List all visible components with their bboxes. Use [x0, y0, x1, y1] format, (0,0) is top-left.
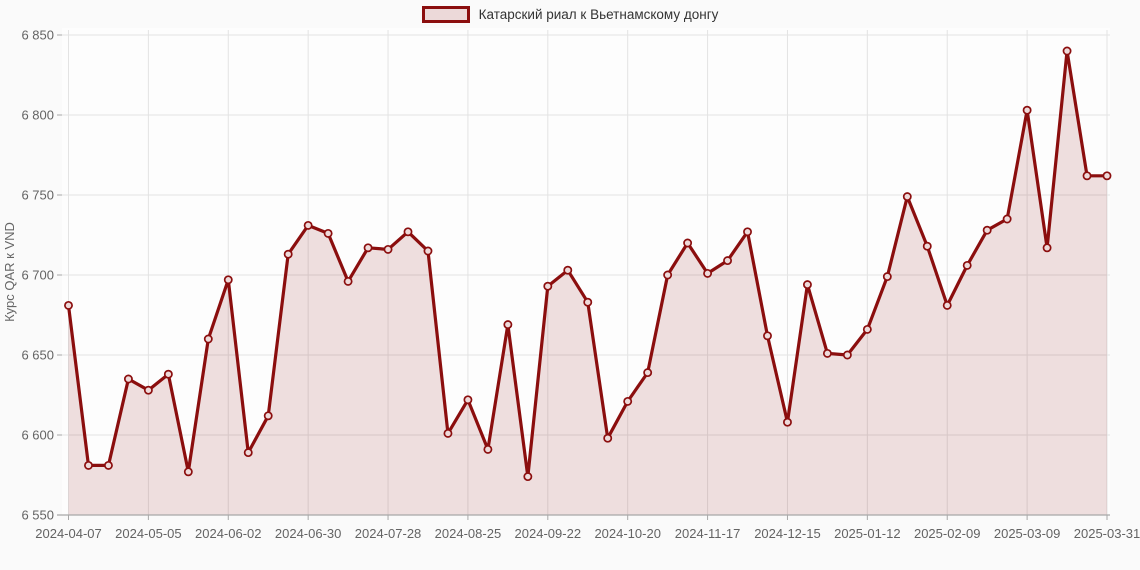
- data-point-marker: [163, 369, 173, 379]
- y-tick-label: 6 600: [21, 428, 54, 443]
- data-point-marker: [962, 260, 972, 270]
- data-point-marker: [343, 276, 353, 286]
- data-point-marker: [363, 243, 373, 253]
- data-point-marker: [323, 228, 333, 238]
- x-tick-label: 2024-09-22: [515, 526, 582, 541]
- legend-swatch: [421, 6, 470, 23]
- data-point-marker: [663, 270, 673, 280]
- axis-layer: [57, 34, 1110, 520]
- data-point-marker: [143, 385, 153, 395]
- data-point-marker: [383, 244, 393, 254]
- data-point-marker: [703, 268, 713, 278]
- data-point-marker: [203, 334, 213, 344]
- tick-labels-layer: 6 850 6 800 6 750 6 700 6 650 6 600 6 550 2024-…: [21, 28, 1140, 542]
- y-tick-label: 6 550: [21, 508, 54, 523]
- x-tick-label: 2024-04-07: [35, 526, 102, 541]
- data-point-marker: [1082, 171, 1092, 181]
- x-tick-label: 2024-06-30: [275, 526, 342, 541]
- data-point-marker: [223, 275, 233, 285]
- data-point-markers: [64, 46, 1112, 482]
- data-point-marker: [423, 246, 433, 256]
- x-tick-label: 2024-12-15: [754, 526, 821, 541]
- data-point-marker: [503, 320, 513, 330]
- x-tick-label: 2024-06-02: [195, 526, 262, 541]
- x-tick-label: 2024-05-05: [115, 526, 182, 541]
- x-tick-label: 2024-07-28: [355, 526, 422, 541]
- data-point-marker: [683, 238, 693, 248]
- x-tick-label: 2025-01-12: [834, 526, 901, 541]
- legend: Катарский риал к Вьетнамскому донгу: [0, 6, 1140, 23]
- data-point-marker: [922, 241, 932, 251]
- x-tick-label: 2024-11-17: [675, 526, 741, 541]
- data-point-marker: [64, 300, 73, 310]
- x-tick-label: 2025-02-09: [914, 526, 981, 541]
- data-point-marker: [463, 395, 473, 405]
- y-tick-label: 6 800: [21, 108, 54, 123]
- data-point-marker: [1062, 46, 1072, 56]
- data-point-marker: [902, 192, 912, 202]
- series-area-fill: [68, 51, 1107, 515]
- data-point-marker: [243, 448, 253, 458]
- data-point-marker: [583, 297, 593, 307]
- data-point-marker: [84, 460, 93, 470]
- data-point-marker: [303, 220, 313, 230]
- data-point-marker: [603, 433, 613, 443]
- data-point-marker: [942, 300, 952, 310]
- data-point-marker: [982, 225, 992, 235]
- y-tick-label: 6 850: [21, 28, 54, 43]
- data-point-marker: [623, 396, 633, 406]
- data-point-marker: [103, 460, 113, 470]
- data-point-marker: [1102, 171, 1112, 181]
- data-point-marker: [822, 348, 832, 358]
- data-point-marker: [723, 256, 732, 266]
- data-point-marker: [882, 272, 892, 282]
- y-axis-title: Курс QAR к VND: [2, 222, 17, 322]
- data-point-marker: [543, 281, 553, 291]
- data-point-marker: [443, 428, 453, 438]
- data-point-marker: [1022, 105, 1032, 115]
- legend-series-label: Катарский риал к Вьетнамскому донгу: [478, 7, 719, 22]
- data-point-marker: [743, 227, 752, 237]
- y-tick-label: 6 750: [21, 188, 54, 203]
- data-point-marker: [183, 467, 193, 477]
- data-point-marker: [483, 444, 493, 454]
- x-tick-label: 2025-03-31: [1074, 526, 1140, 541]
- y-tick-label: 6 650: [21, 348, 54, 363]
- data-point-marker: [862, 324, 872, 334]
- data-point-marker: [523, 472, 533, 482]
- data-point-marker: [763, 331, 772, 341]
- area-fill-layer: [68, 51, 1107, 515]
- y-tick-label: 6 700: [21, 268, 54, 283]
- data-point-marker: [1042, 243, 1052, 253]
- data-point-marker: [643, 368, 653, 378]
- data-point-marker: [802, 280, 812, 290]
- data-point-marker: [263, 411, 273, 421]
- x-tick-label: 2024-08-25: [435, 526, 502, 541]
- data-point-marker: [283, 249, 293, 259]
- data-point-marker: [123, 374, 133, 384]
- x-tick-label: 2024-10-20: [594, 526, 661, 541]
- data-point-marker: [783, 417, 792, 427]
- legend-item-qar-vnd[interactable]: Катарский риал к Вьетнамскому донгу: [421, 6, 719, 23]
- data-point-marker: [842, 350, 852, 360]
- data-point-marker: [563, 265, 573, 275]
- data-point-marker: [403, 227, 413, 237]
- x-tick-label: 2025-03-09: [994, 526, 1061, 541]
- data-point-marker: [1002, 214, 1012, 224]
